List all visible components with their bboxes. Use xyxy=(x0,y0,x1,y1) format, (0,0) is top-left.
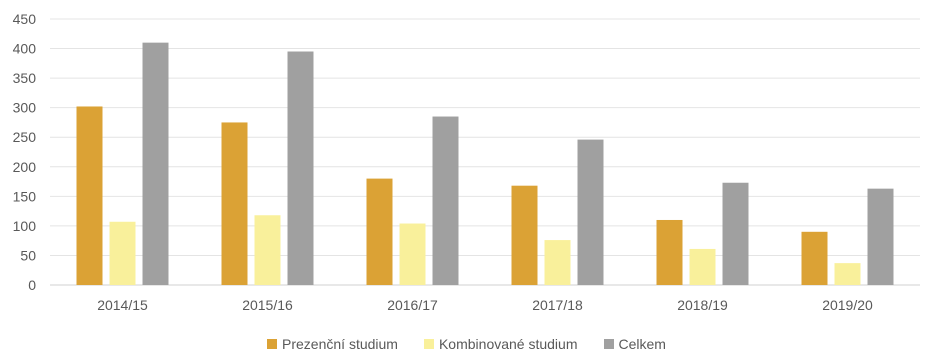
legend-label: Prezenční studium xyxy=(282,336,398,352)
x-tick-label: 2019/20 xyxy=(822,297,873,313)
x-tick-label: 2015/16 xyxy=(242,297,293,313)
legend-swatch xyxy=(423,339,434,349)
y-tick-label: 250 xyxy=(13,129,37,145)
bar xyxy=(366,178,393,285)
x-tick-label: 2017/18 xyxy=(532,297,583,313)
bar xyxy=(287,51,314,286)
legend-item-prezencni: Prezenční studium xyxy=(267,336,398,352)
x-tick-label: 2016/17 xyxy=(387,297,438,313)
x-axis-ticks: 2014/15 2015/16 2016/17 2017/18 2018/19 2019/… xyxy=(97,297,873,313)
y-tick-label: 200 xyxy=(13,159,37,175)
legend-label: Celkem xyxy=(618,336,666,352)
bar-chart: 0 50 100 150 200 250 300 350 400 450 2014/15 2015/… xyxy=(13,11,920,313)
x-tick-label: 2014/15 xyxy=(97,297,148,313)
legend-swatch xyxy=(267,339,278,349)
bar xyxy=(656,219,683,285)
bar xyxy=(109,221,136,285)
bar xyxy=(399,223,426,285)
bar xyxy=(432,116,459,286)
bar xyxy=(722,182,749,285)
bars xyxy=(76,42,894,286)
x-tick-label: 2018/19 xyxy=(677,297,728,313)
bar xyxy=(221,122,248,285)
legend-swatch xyxy=(603,339,614,349)
y-tick-label: 450 xyxy=(13,11,37,27)
legend: Prezenční studium Kombinované studium Ce… xyxy=(0,336,933,352)
gridlines xyxy=(50,18,920,286)
y-tick-label: 400 xyxy=(13,41,37,57)
bar xyxy=(511,185,538,285)
bar xyxy=(544,240,571,285)
legend-label: Kombinované studium xyxy=(438,336,578,352)
y-axis-ticks: 0 50 100 150 200 250 300 350 400 450 xyxy=(13,11,37,293)
legend-item-celkem: Celkem xyxy=(603,336,666,352)
y-tick-label: 300 xyxy=(13,100,37,116)
y-tick-label: 150 xyxy=(13,188,37,204)
y-tick-label: 350 xyxy=(13,70,37,86)
y-tick-label: 100 xyxy=(13,218,37,234)
legend-item-kombinovane: Kombinované studium xyxy=(423,336,578,352)
bar xyxy=(867,188,894,285)
y-tick-label: 0 xyxy=(28,277,36,293)
bar xyxy=(142,42,169,286)
bar xyxy=(801,231,828,285)
bar xyxy=(689,248,716,285)
bar xyxy=(254,215,281,285)
bar xyxy=(76,106,103,286)
y-tick-label: 50 xyxy=(20,247,36,263)
bar xyxy=(577,139,604,285)
bar xyxy=(834,263,861,285)
